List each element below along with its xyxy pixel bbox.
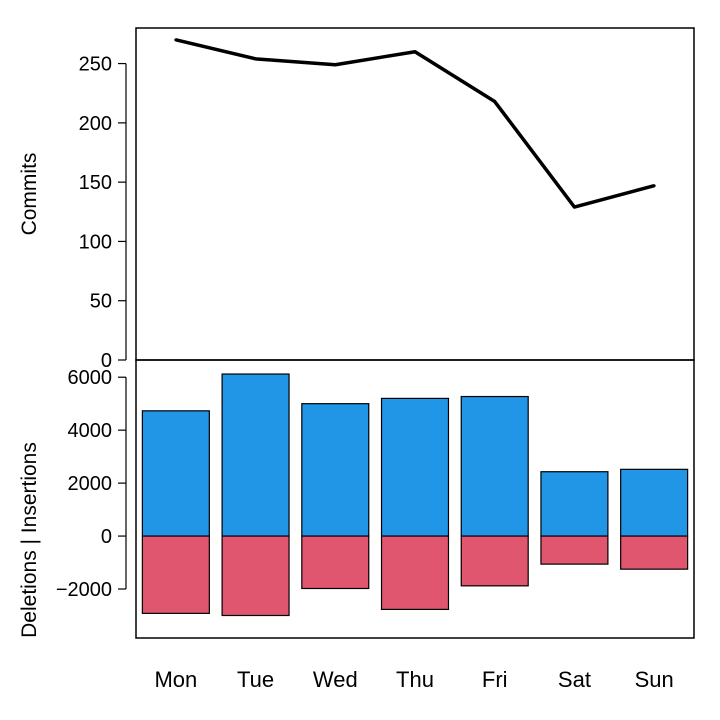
day-x-axis: Mon Tue Wed Thu Fri Sat Sun	[154, 667, 673, 692]
commits-point-tue	[254, 57, 258, 61]
commits-panel: 0 50 100 150 200 250 Commits	[18, 27, 695, 372]
insertions-bar-thu	[380, 397, 450, 537]
changes-tick-label: 4000	[68, 420, 113, 442]
deletions-bar-thu	[380, 535, 450, 611]
commits-point-mon	[174, 38, 178, 42]
commits-y-axis-title: Commits	[18, 153, 41, 236]
changes-tick-label: −2000	[56, 579, 112, 601]
deletions-bar-fri	[460, 535, 529, 587]
commits-point-thu	[413, 50, 417, 54]
insertions-bar-sat	[540, 471, 609, 537]
changes-tick-label: 6000	[68, 367, 113, 389]
commits-tick-label: 100	[79, 231, 112, 253]
day-label-mon: Mon	[154, 667, 197, 692]
insertions-bar-fri	[460, 395, 529, 537]
commits-tick-label: 250	[79, 54, 112, 76]
commits-plot-area	[174, 38, 656, 209]
deletions-bar-wed	[301, 535, 370, 590]
day-label-wed: Wed	[313, 667, 358, 692]
deletions-bar-mon	[141, 535, 210, 614]
commits-point-wed	[333, 63, 337, 67]
insertions-bar-sun	[620, 468, 689, 537]
day-label-sun: Sun	[635, 667, 674, 692]
changes-panel: −2000 0 2000 4000 6000 Deletions | Insertion…	[18, 359, 695, 692]
changes-tick-label: 2000	[68, 473, 113, 495]
day-label-fri: Fri	[482, 667, 508, 692]
commits-point-fri	[493, 100, 497, 104]
deletions-bar-sun	[620, 535, 689, 570]
commits-series-line	[175, 38, 655, 209]
deletions-bar-sat	[540, 535, 609, 565]
commits-tick-label: 0	[101, 350, 112, 372]
changes-y-axis: −2000 0 2000 4000 6000	[56, 367, 127, 601]
deletions-bar-tue	[221, 535, 290, 617]
changes-plot-area	[141, 373, 689, 617]
commits-y-axis: 0 50 100 150 200 250	[79, 54, 127, 372]
day-label-tue: Tue	[237, 667, 274, 692]
changes-panel-frame	[135, 359, 695, 639]
changes-tick-label: 0	[101, 526, 112, 548]
commits-panel-frame	[135, 27, 695, 361]
day-label-thu: Thu	[396, 667, 434, 692]
commits-point-sun	[652, 184, 656, 188]
insertions-bar-wed	[301, 403, 370, 537]
changes-y-axis-title: Deletions | Insertions	[18, 442, 41, 638]
insertions-bar-mon	[141, 410, 210, 537]
insertions-bar-tue	[221, 373, 290, 537]
commits-point-sat	[572, 205, 576, 209]
commits-tick-label: 150	[79, 172, 112, 194]
commits-tick-label: 50	[90, 291, 112, 313]
day-label-sat: Sat	[558, 667, 591, 692]
commits-tick-label: 200	[79, 113, 112, 135]
